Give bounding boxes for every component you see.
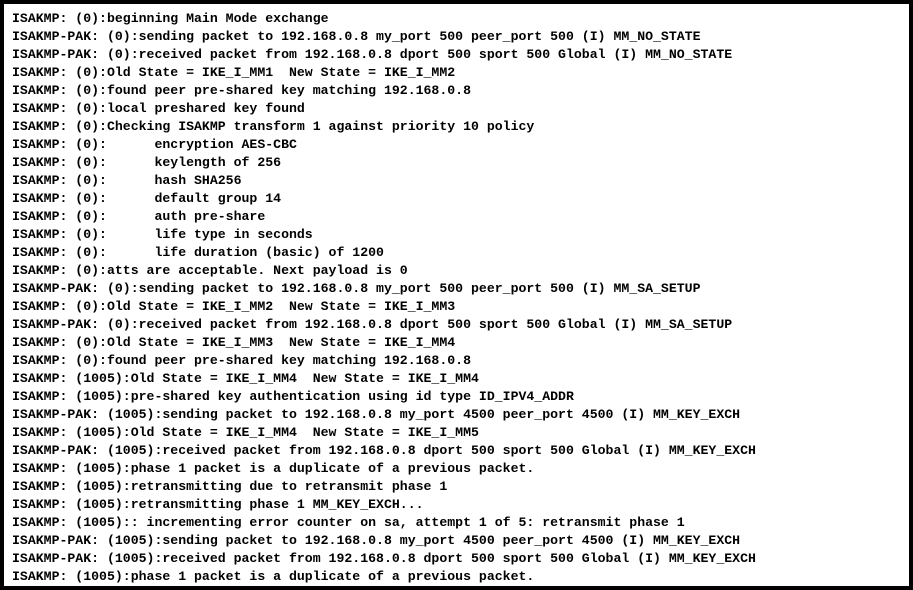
- log-line: ISAKMP: (1005):phase 1 packet is a dupli…: [12, 568, 901, 586]
- log-line: ISAKMP-PAK: (0):received packet from 192…: [12, 316, 901, 334]
- log-line: ISAKMP: (0): life type in seconds: [12, 226, 901, 244]
- log-line: ISAKMP-PAK: (1005):received packet from …: [12, 550, 901, 568]
- log-line: ISAKMP: (0):Old State = IKE_I_MM2 New St…: [12, 298, 901, 316]
- log-line: ISAKMP: (0):Old State = IKE_I_MM1 New St…: [12, 64, 901, 82]
- log-line: ISAKMP-PAK: (1005):sending packet to 192…: [12, 532, 901, 550]
- log-line: ISAKMP: (0):local preshared key found: [12, 100, 901, 118]
- log-line: ISAKMP: (0): auth pre-share: [12, 208, 901, 226]
- log-line: ISAKMP: (0): keylength of 256: [12, 154, 901, 172]
- log-line: ISAKMP: (0):beginning Main Mode exchange: [12, 10, 901, 28]
- log-line: ISAKMP: (1005):Old State = IKE_I_MM4 New…: [12, 370, 901, 388]
- log-line: ISAKMP: (1005):: incrementing error coun…: [12, 514, 901, 532]
- log-line: ISAKMP: (1005):retransmitting phase 1 MM…: [12, 496, 901, 514]
- terminal-output: ISAKMP: (0):beginning Main Mode exchange…: [0, 0, 913, 590]
- log-line: ISAKMP: (1005):Old State = IKE_I_MM4 New…: [12, 424, 901, 442]
- log-line: ISAKMP: (1005):phase 1 packet is a dupli…: [12, 460, 901, 478]
- log-line: ISAKMP: (0): encryption AES-CBC: [12, 136, 901, 154]
- log-line: ISAKMP: (0):found peer pre-shared key ma…: [12, 352, 901, 370]
- log-line: ISAKMP-PAK: (0):received packet from 192…: [12, 46, 901, 64]
- log-line: ISAKMP: (0): life duration (basic) of 12…: [12, 244, 901, 262]
- log-line: ISAKMP-PAK: (0):sending packet to 192.16…: [12, 280, 901, 298]
- log-line: ISAKMP: (0):Checking ISAKMP transform 1 …: [12, 118, 901, 136]
- log-line: ISAKMP: (0):Old State = IKE_I_MM3 New St…: [12, 334, 901, 352]
- log-line: ISAKMP: (0): hash SHA256: [12, 172, 901, 190]
- log-line: ISAKMP: (0):atts are acceptable. Next pa…: [12, 262, 901, 280]
- log-line: ISAKMP: (0): default group 14: [12, 190, 901, 208]
- log-line: ISAKMP-PAK: (0):sending packet to 192.16…: [12, 28, 901, 46]
- log-line: ISAKMP: (1005):retransmitting due to ret…: [12, 586, 901, 590]
- log-line: ISAKMP-PAK: (1005):received packet from …: [12, 442, 901, 460]
- log-line: ISAKMP: (1005):pre-shared key authentica…: [12, 388, 901, 406]
- log-line: ISAKMP-PAK: (1005):sending packet to 192…: [12, 406, 901, 424]
- log-line: ISAKMP: (1005):retransmitting due to ret…: [12, 478, 901, 496]
- log-line: ISAKMP: (0):found peer pre-shared key ma…: [12, 82, 901, 100]
